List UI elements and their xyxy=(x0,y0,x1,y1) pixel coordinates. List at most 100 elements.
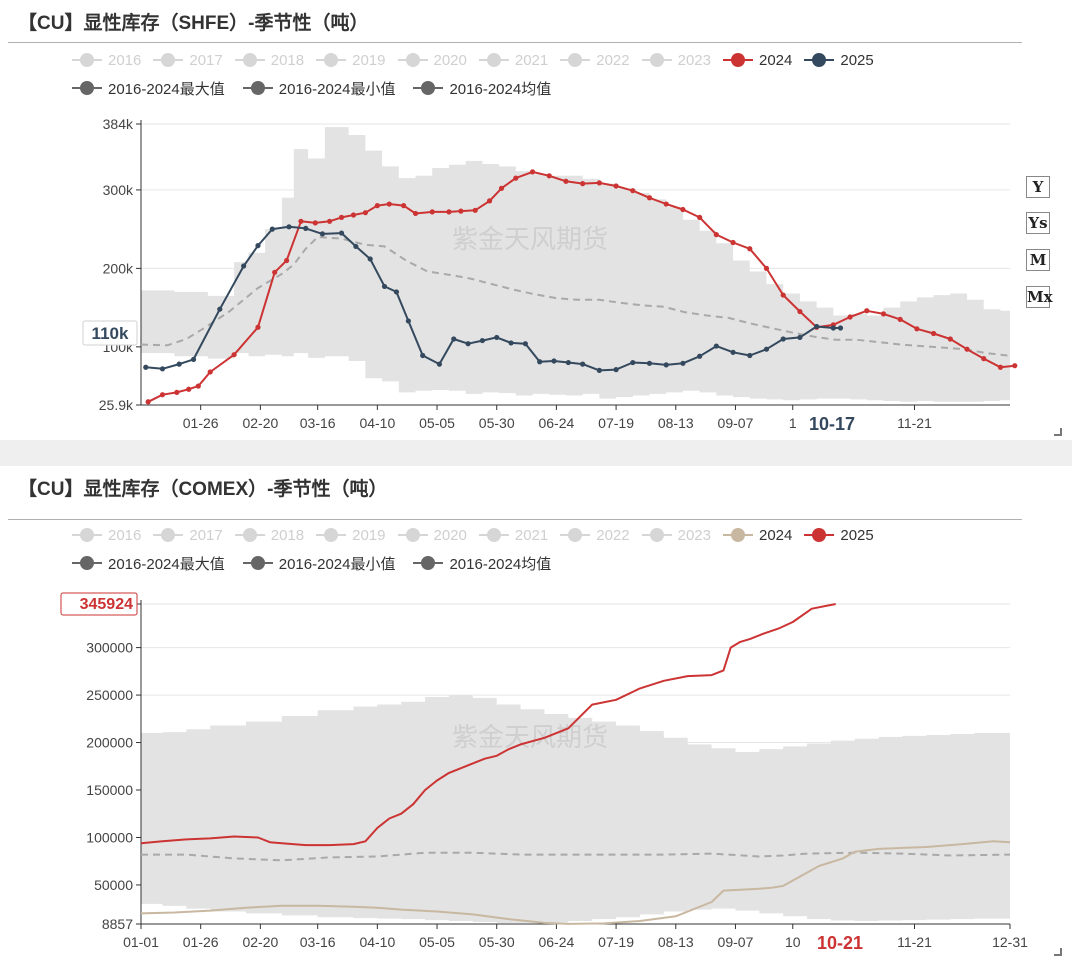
data-point-2025[interactable] xyxy=(217,306,223,312)
data-point-2025[interactable] xyxy=(353,243,359,250)
data-point-2024[interactable] xyxy=(630,188,636,194)
data-point-2025[interactable] xyxy=(613,367,619,373)
data-point-2025[interactable] xyxy=(420,352,426,359)
legend-item-2022[interactable]: 2022 xyxy=(560,52,630,69)
data-point-2024[interactable] xyxy=(563,178,569,184)
data-point-2024[interactable] xyxy=(947,336,953,342)
legend-item-stat-2[interactable]: 2016-2024均值 xyxy=(413,553,551,574)
data-point-2024[interactable] xyxy=(513,175,519,181)
legend-item-2023[interactable]: 2023 xyxy=(641,52,711,69)
legend-item-stat-1[interactable]: 2016-2024最小值 xyxy=(242,553,395,574)
data-point-2024[interactable] xyxy=(327,218,333,224)
data-point-2024[interactable] xyxy=(207,369,213,375)
data-point-2025[interactable] xyxy=(565,359,571,366)
data-point-2025[interactable] xyxy=(522,341,528,347)
data-point-2024[interactable] xyxy=(897,316,903,322)
data-point-2025[interactable] xyxy=(269,226,275,232)
data-point-2025[interactable] xyxy=(338,230,345,236)
data-point-2024[interactable] xyxy=(680,206,686,213)
data-point-2025[interactable] xyxy=(367,256,373,262)
data-point-2025[interactable] xyxy=(763,346,770,352)
toolbox-y-button[interactable]: Y xyxy=(1026,176,1050,198)
data-point-2024[interactable] xyxy=(580,181,586,187)
series-line-2025[interactable] xyxy=(140,603,836,847)
legend-item-2017[interactable]: 2017 xyxy=(153,52,223,69)
data-point-2025[interactable] xyxy=(747,352,753,359)
data-point-2025[interactable] xyxy=(393,289,400,295)
data-point-2024[interactable] xyxy=(697,214,703,220)
data-point-2024[interactable] xyxy=(713,232,719,238)
data-point-2024[interactable] xyxy=(997,364,1004,370)
data-point-2025[interactable] xyxy=(255,243,261,249)
data-point-2024[interactable] xyxy=(231,352,237,358)
data-point-2025[interactable] xyxy=(797,334,803,341)
data-point-2025[interactable] xyxy=(537,359,543,365)
data-point-2024[interactable] xyxy=(458,208,464,214)
data-point-2025[interactable] xyxy=(479,337,485,344)
data-point-2024[interactable] xyxy=(1012,363,1018,369)
data-point-2024[interactable] xyxy=(195,383,201,389)
data-point-2025[interactable] xyxy=(830,325,836,331)
data-point-2024[interactable] xyxy=(613,183,619,189)
resize-handle-icon[interactable] xyxy=(1054,428,1062,436)
toolbox-ys-button[interactable]: Ys xyxy=(1026,212,1050,234)
data-point-2025[interactable] xyxy=(508,340,514,346)
legend-item-2018[interactable]: 2018 xyxy=(234,52,304,69)
data-point-2025[interactable] xyxy=(465,341,471,347)
data-point-2024[interactable] xyxy=(272,269,278,275)
data-point-2024[interactable] xyxy=(529,169,536,175)
data-point-2024[interactable] xyxy=(298,218,304,224)
data-point-2024[interactable] xyxy=(386,201,392,207)
data-point-2025[interactable] xyxy=(286,224,292,230)
data-point-2024[interactable] xyxy=(472,207,478,213)
data-point-2024[interactable] xyxy=(284,257,290,264)
legend-item-2016[interactable]: 2016 xyxy=(72,52,141,69)
legend-item-2025[interactable]: 2025 xyxy=(804,527,874,544)
legend-item-2019[interactable]: 2019 xyxy=(316,52,386,69)
legend-item-2016[interactable]: 2016 xyxy=(72,527,141,544)
legend-item-2021[interactable]: 2021 xyxy=(478,52,548,69)
series-line-2024[interactable] xyxy=(140,840,1011,925)
legend-item-2022[interactable]: 2022 xyxy=(560,527,630,544)
comex-chart-plot[interactable]: 紫金天风期货 345924 300000 250000 200000 150000 1000… xyxy=(0,466,1072,960)
data-point-2024[interactable] xyxy=(174,389,180,395)
resize-handle-icon[interactable] xyxy=(1054,948,1062,956)
data-point-2024[interactable] xyxy=(429,209,435,215)
data-point-2025[interactable] xyxy=(780,336,786,342)
data-point-2024[interactable] xyxy=(446,209,452,215)
data-point-2025[interactable] xyxy=(814,323,820,330)
data-point-2024[interactable] xyxy=(797,308,803,315)
legend-item-stat-0[interactable]: 2016-2024最大值 xyxy=(72,553,225,574)
data-point-2025[interactable] xyxy=(319,231,326,237)
data-point-2025[interactable] xyxy=(551,358,557,364)
legend-item-stat-0[interactable]: 2016-2024最大值 xyxy=(72,78,225,99)
data-point-2025[interactable] xyxy=(663,362,669,368)
series-line-2016-2024均值[interactable] xyxy=(140,236,1008,357)
data-point-2025[interactable] xyxy=(837,325,844,331)
data-point-2025[interactable] xyxy=(596,367,602,373)
data-point-2024[interactable] xyxy=(186,386,192,392)
data-point-2025[interactable] xyxy=(646,360,653,366)
data-point-2024[interactable] xyxy=(159,392,166,398)
data-point-2024[interactable] xyxy=(312,220,318,226)
data-point-2024[interactable] xyxy=(880,311,887,317)
data-point-2025[interactable] xyxy=(303,225,309,231)
legend-item-2019[interactable]: 2019 xyxy=(316,527,386,544)
data-point-2024[interactable] xyxy=(763,265,770,271)
data-point-2025[interactable] xyxy=(580,361,586,367)
data-point-2024[interactable] xyxy=(646,195,653,201)
legend-item-2024[interactable]: 2024 xyxy=(723,52,792,69)
data-point-2024[interactable] xyxy=(964,346,970,352)
data-point-2024[interactable] xyxy=(338,214,345,220)
data-point-2024[interactable] xyxy=(401,203,407,209)
data-point-2024[interactable] xyxy=(486,198,493,204)
data-point-2024[interactable] xyxy=(730,239,736,246)
data-point-2025[interactable] xyxy=(159,366,166,372)
data-point-2024[interactable] xyxy=(362,210,369,216)
data-point-2025[interactable] xyxy=(143,364,149,370)
data-point-2025[interactable] xyxy=(436,361,443,367)
data-point-2025[interactable] xyxy=(680,360,686,366)
data-point-2024[interactable] xyxy=(981,356,987,362)
data-point-2024[interactable] xyxy=(145,399,151,405)
